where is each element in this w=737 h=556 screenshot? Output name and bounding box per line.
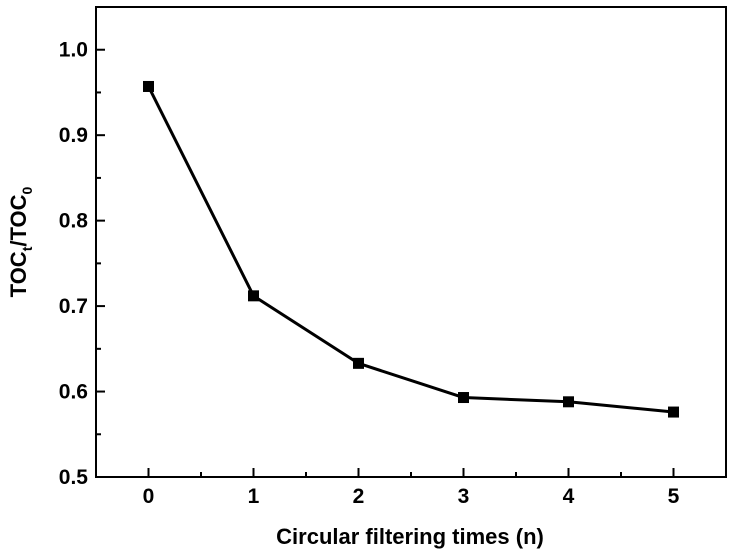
data-point-3 [458,392,469,404]
data-point-1 [248,290,259,302]
series [143,80,679,418]
x-tick-label-1: 1 [248,485,260,508]
data-point-5 [668,406,679,418]
data-point-2 [353,357,364,369]
x-tick-label-3: 3 [458,485,470,508]
x-axis-title: Circular filtering times (n) [276,524,544,549]
x-tick-label-4: 4 [563,485,575,508]
x-tick-label-0: 0 [143,485,155,508]
tick-labels: 0 1 2 3 4 5 0.5 0.6 0.7 0.8 0.9 1.0 [59,39,680,508]
y-tick-label-1: 0.6 [59,381,88,404]
x-tick-label-2: 2 [353,485,365,508]
data-point-0 [143,80,154,92]
y-tick-label-5: 1.0 [59,39,88,62]
data-point-4 [563,396,574,408]
y-tick-label-4: 0.9 [59,124,88,147]
x-tick-label-5: 5 [668,485,680,508]
y-tick-label-0: 0.5 [59,466,89,489]
y-axis-title: TOCt/TOC0 [6,186,35,297]
ticks [96,48,675,478]
y-tick-label-2: 0.7 [59,295,88,318]
y-tick-label-3: 0.8 [59,210,89,233]
series-line-0 [147,85,674,414]
